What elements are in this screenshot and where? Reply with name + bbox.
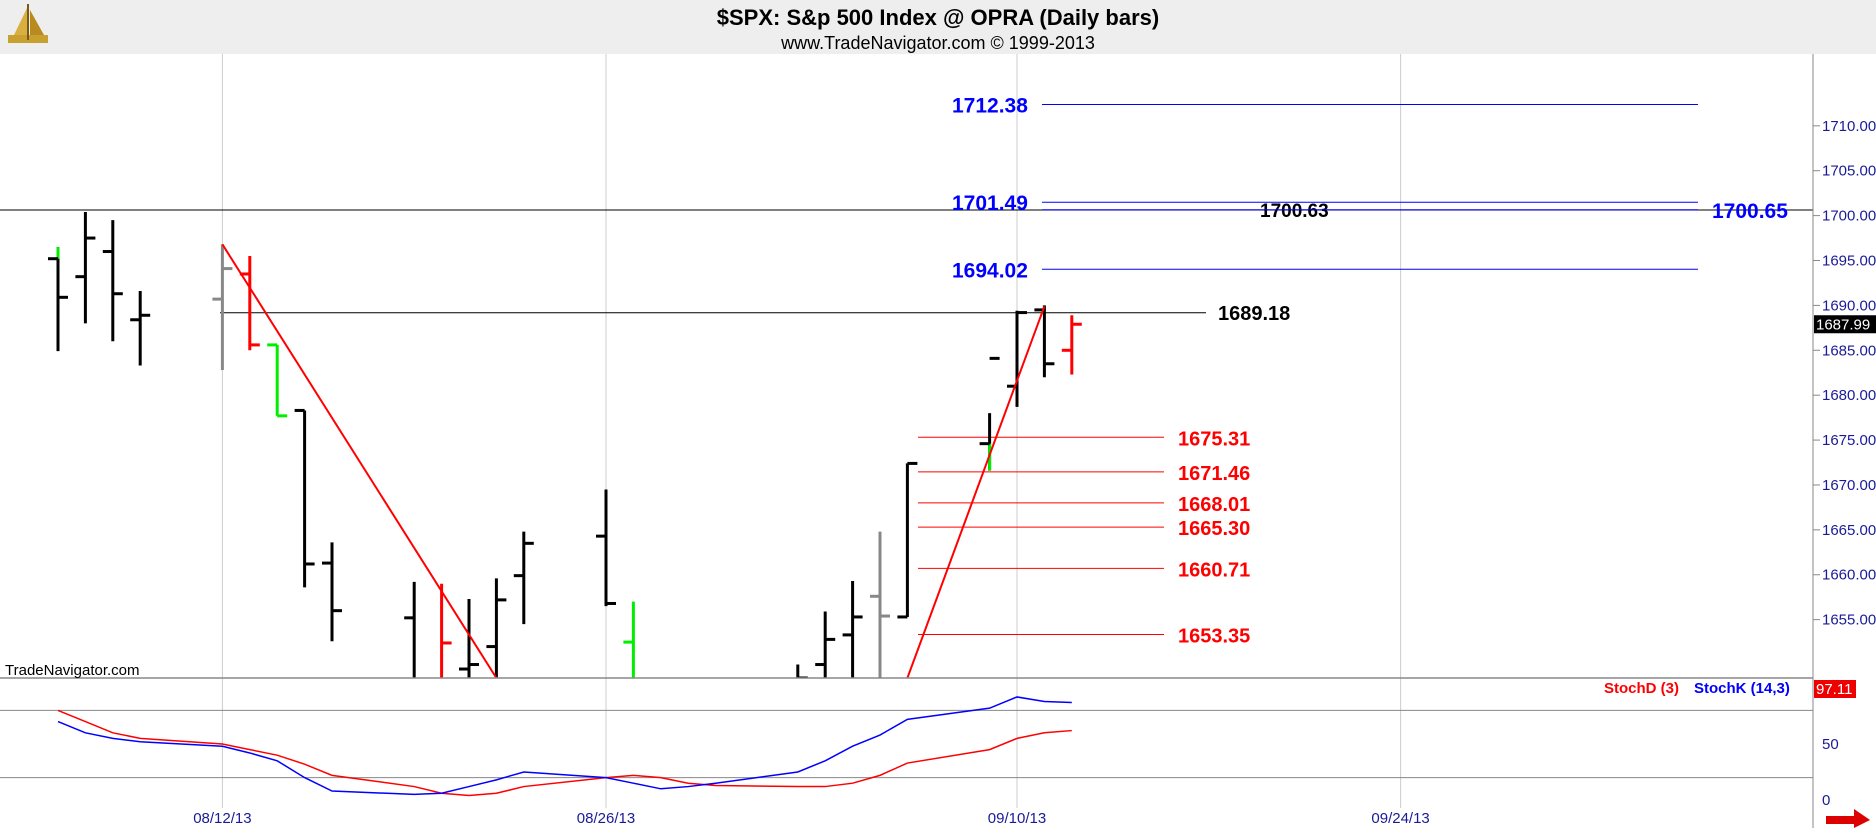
y-tick-label: 1700.00 <box>1822 208 1876 225</box>
blue-level-label-1: 1701.49 <box>952 192 1028 215</box>
x-tick-label: 09/10/13 <box>988 810 1046 827</box>
ohlc-bar <box>979 356 1000 471</box>
ohlc-bar <box>623 601 635 678</box>
y-tick-label: 1710.00 <box>1822 118 1876 135</box>
ohlc-bar <box>440 583 452 678</box>
ohlc-bar <box>815 611 836 678</box>
legend-stoch-d: StochD (3) <box>1604 680 1679 697</box>
red-level-label-4: 1660.71 <box>1178 559 1250 581</box>
ohlc-bar <box>651 754 671 828</box>
y-tick-label: 1685.00 <box>1822 342 1876 359</box>
ohlc-bar <box>294 408 315 588</box>
y-tick-label: 1705.00 <box>1822 163 1876 180</box>
y-tick-label: 1690.00 <box>1822 297 1876 314</box>
ohlc-bar <box>75 212 96 324</box>
y-tick-label: 1670.00 <box>1822 477 1876 494</box>
ohlc-bar <box>596 489 616 607</box>
red-level-label-0: 1675.31 <box>1178 428 1250 450</box>
stochastic-panel: 0 50 StochD (3) StochK (14,3) 97.11 <box>0 680 1856 809</box>
ohlc-bar <box>212 244 233 371</box>
y-tick-label: 1655.00 <box>1822 612 1876 629</box>
y-tick-label: 1695.00 <box>1822 253 1876 270</box>
ohlc-bar <box>842 581 863 678</box>
ohlc-bar <box>706 691 726 828</box>
price-plot-area: 1700.63 1689.18 1712.38 1701.49 1694.02 1700.… <box>0 94 1813 828</box>
ohlc-bar <box>678 709 698 828</box>
stoch-last-label: 97.11 <box>1816 681 1852 698</box>
ohlc-bar <box>513 531 534 625</box>
stoch-d-line <box>57 709 1072 797</box>
y-tick-label: 1660.00 <box>1822 567 1876 584</box>
ohlc-bar <box>239 256 260 351</box>
trendline-1 <box>906 305 1046 678</box>
level-label-1700-63: 1700.63 <box>1260 201 1329 222</box>
red-level-label-1: 1671.46 <box>1178 463 1250 485</box>
trendline-0 <box>221 243 498 678</box>
chart-title: $SPX: S&p 500 Index @ OPRA (Daily bars) <box>717 5 1159 30</box>
ohlc-bar <box>267 343 288 418</box>
y-tick-label: 1680.00 <box>1822 387 1876 404</box>
ohlc-bar <box>1061 315 1082 375</box>
ohlc-bar <box>870 531 890 678</box>
ohlc-bar <box>459 598 479 678</box>
stoch-y-tick-label: 0 <box>1822 792 1830 809</box>
ohlc-bar <box>796 664 808 678</box>
ohlc-bar <box>102 220 123 342</box>
watermark: TradeNavigator.com <box>5 662 140 679</box>
stoch-k-line <box>57 696 1072 796</box>
ohlc-bar <box>897 461 918 619</box>
red-level-label-3: 1665.30 <box>1178 518 1250 540</box>
last-price-tag <box>1814 315 1876 334</box>
x-tick-label: 08/26/13 <box>577 810 635 827</box>
blue-level-label-0: 1712.38 <box>952 94 1028 117</box>
last-price-label: 1687.99 <box>1816 316 1870 333</box>
ohlc-bar <box>322 542 342 642</box>
ohlc-bar <box>404 581 416 678</box>
y-tick-label: 1675.00 <box>1822 432 1876 449</box>
x-tick-label: 09/24/13 <box>1371 810 1429 827</box>
x-tick-label: 08/12/13 <box>193 810 251 827</box>
stoch-y-tick-label: 50 <box>1822 736 1839 753</box>
header-bar <box>0 0 1876 54</box>
ohlc-bar <box>130 291 151 366</box>
blue-level-label-2: 1694.02 <box>952 259 1028 282</box>
blue-level-label-right: 1700.65 <box>1712 200 1788 223</box>
y-tick-label: 1665.00 <box>1822 522 1876 539</box>
ohlc-bar <box>48 247 68 352</box>
ohlc-bar <box>486 578 507 678</box>
legend-stoch-k: StochK (14,3) <box>1694 680 1790 697</box>
chart-subtitle: www.TradeNavigator.com © 1999-2013 <box>780 33 1095 53</box>
red-level-label-5: 1653.35 <box>1178 625 1250 647</box>
right-arrow-icon[interactable] <box>1826 809 1870 828</box>
ohlc-bar <box>1034 305 1055 378</box>
sailing-ship-logo-icon <box>8 4 48 43</box>
stoch-last-tag <box>1814 680 1856 698</box>
price-panel: 08/12/13 08/26/13 09/10/13 09/24/131700.631… <box>0 54 1876 828</box>
red-level-label-2: 1668.01 <box>1178 494 1250 516</box>
level-label-1689-18: 1689.18 <box>1218 303 1290 325</box>
